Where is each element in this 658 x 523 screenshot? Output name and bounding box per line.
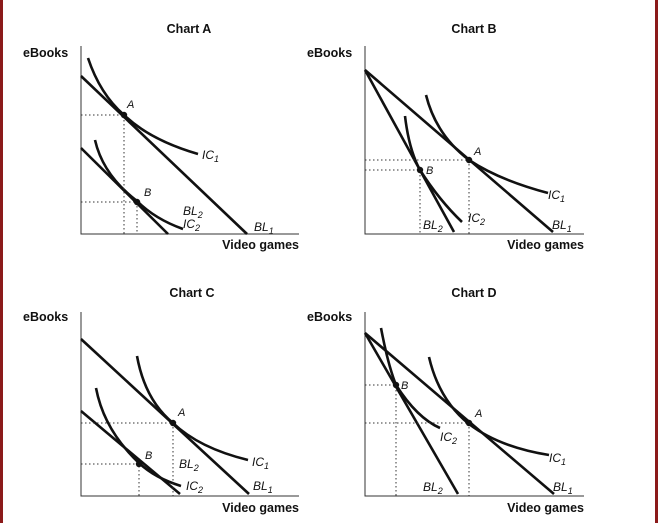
chart-c-guide-a — [81, 422, 174, 496]
chart-a-x-axis-label: Video games — [222, 238, 299, 252]
chart-b-indifference-curve-2 — [403, 115, 463, 223]
chart-d-x-axis-label: Video games — [507, 501, 584, 515]
chart-d-y-axis-label: eBooks — [307, 310, 352, 324]
chart-b: Chart B eBooks Video games A B IC1 IC2 B… — [307, 22, 584, 252]
chart-d-budget-line-1 — [364, 332, 555, 495]
chart-d-point-b-label: B — [401, 380, 408, 392]
chart-c-y-axis-label: eBooks — [23, 310, 68, 324]
chart-d-point-a-label: A — [474, 408, 482, 420]
chart-a-budget-line-1 — [80, 75, 248, 235]
chart-c-x-axis-label: Video games — [222, 501, 299, 515]
chart-c-point-b — [135, 460, 143, 468]
chart-b-point-a — [465, 156, 473, 164]
chart-b-bl2-label: BL2 — [423, 218, 443, 234]
chart-b-x-axis-label: Video games — [507, 238, 584, 252]
chart-a-title: Chart A — [167, 22, 212, 36]
chart-b-point-a-label: A — [473, 146, 481, 158]
charts-canvas: Chart A eBooks Video games A B IC1 BL2 I… — [23, 22, 584, 515]
chart-d-point-a — [465, 419, 473, 427]
chart-b-point-b — [416, 166, 424, 174]
chart-d-bl2-label: BL2 — [423, 480, 443, 496]
chart-c-axes — [80, 312, 299, 497]
chart-a-point-b-label: B — [144, 187, 151, 199]
chart-b-indifference-curve-1 — [424, 94, 549, 195]
chart-b-point-b-label: B — [426, 165, 433, 177]
chart-b-ic1-label: IC1 — [548, 188, 565, 204]
chart-c-bl2-label: BL2 — [179, 457, 199, 473]
chart-a-point-a-label: A — [126, 99, 134, 111]
chart-d-budget-line-2 — [363, 332, 460, 495]
chart-a-ic1-label: IC1 — [202, 148, 219, 164]
chart-a-point-a — [120, 111, 128, 119]
chart-a-y-axis-label: eBooks — [23, 46, 68, 60]
chart-c-indifference-curve-1 — [135, 355, 249, 462]
chart-a-indifference-curve-1 — [86, 57, 199, 156]
chart-a-bl1-label: BL1 — [254, 220, 274, 236]
chart-b-budget-line-2 — [363, 69, 456, 233]
chart-c-point-b-label: B — [145, 450, 152, 462]
chart-d-title: Chart D — [451, 286, 496, 300]
chart-d: Chart D eBooks Video games A B IC2 IC1 B… — [307, 286, 584, 515]
chart-a: Chart A eBooks Video games A B IC1 BL2 I… — [23, 22, 299, 252]
chart-c: Chart C eBooks Video games A B IC1 BL2 I… — [23, 286, 299, 515]
chart-a-axes — [80, 46, 299, 235]
chart-a-guide-a — [81, 114, 125, 234]
chart-d-ic2-label: IC2 — [440, 430, 457, 446]
chart-c-guide-b — [81, 463, 140, 496]
chart-d-bl1-label: BL1 — [553, 480, 573, 496]
chart-b-y-axis-label: eBooks — [307, 46, 352, 60]
chart-b-ic2-label: IC2 — [468, 211, 485, 227]
chart-c-bl1-label: BL1 — [253, 479, 273, 495]
chart-c-ic1-label: IC1 — [252, 455, 269, 471]
chart-d-point-b — [392, 381, 400, 389]
chart-d-guide-b — [365, 384, 397, 496]
chart-b-bl1-label: BL1 — [552, 218, 572, 234]
chart-d-ic1-label: IC1 — [549, 451, 566, 467]
chart-c-title: Chart C — [169, 286, 214, 300]
chart-b-axes — [364, 46, 584, 235]
chart-b-title: Chart B — [451, 22, 496, 36]
chart-a-point-b — [133, 198, 141, 206]
chart-c-ic2-label: IC2 — [186, 479, 203, 495]
chart-d-axes — [364, 312, 584, 497]
chart-a-indifference-curve-2 — [93, 139, 184, 231]
chart-b-guide-b — [365, 169, 421, 234]
chart-c-point-a — [169, 419, 177, 427]
chart-c-point-a-label: A — [177, 407, 185, 419]
chart-a-guide-b — [81, 201, 138, 234]
